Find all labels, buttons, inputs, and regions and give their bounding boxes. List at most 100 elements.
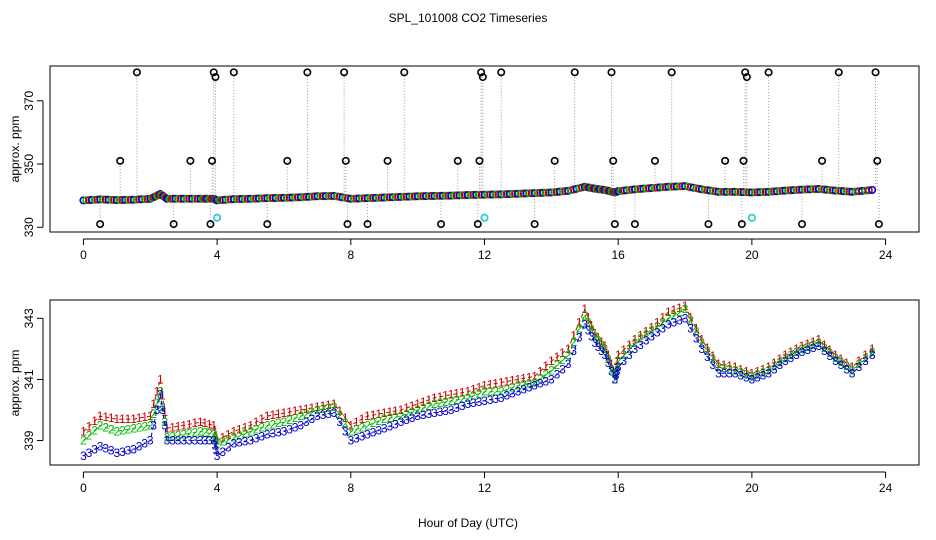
top-panel-frame xyxy=(49,65,920,233)
series-2-marker: 2 xyxy=(242,426,249,440)
series-1-marker: 1 xyxy=(843,356,850,370)
spike-point xyxy=(874,220,883,229)
calibration-point xyxy=(480,213,489,222)
series-2-marker: 2 xyxy=(554,358,561,372)
series-2-marker: 2 xyxy=(793,345,800,359)
bottom-panel-frame xyxy=(49,299,920,466)
series-2-marker: 2 xyxy=(503,383,510,397)
co2-point xyxy=(502,190,511,199)
series-3-marker: 3 xyxy=(581,317,588,331)
co2-point xyxy=(271,194,280,203)
spike-point xyxy=(400,68,409,77)
series-1-marker: 1 xyxy=(682,299,689,313)
co2-point xyxy=(162,194,171,203)
series-1-marker: 1 xyxy=(169,420,176,434)
series-2-marker: 2 xyxy=(202,425,209,439)
co2-point xyxy=(229,195,238,204)
series-1-marker: 1 xyxy=(665,305,672,319)
top-x-tick-label: 0 xyxy=(80,248,87,262)
series-1-marker: 1 xyxy=(595,331,602,345)
series-2-line xyxy=(83,308,873,445)
co2-point xyxy=(132,195,141,204)
series-3-marker: 3 xyxy=(219,445,226,459)
co2-point xyxy=(82,196,91,205)
co2-point xyxy=(410,192,419,201)
co2-point xyxy=(633,185,642,194)
series-3-marker: 3 xyxy=(498,391,505,405)
series-3-marker: 3 xyxy=(370,425,377,439)
series-3-marker: 3 xyxy=(314,409,321,423)
series-2-marker: 2 xyxy=(442,395,449,409)
series-3-marker: 3 xyxy=(448,403,455,417)
series-1-marker: 1 xyxy=(269,408,276,422)
series-3-marker: 3 xyxy=(157,388,164,402)
spike-point xyxy=(132,68,141,77)
series-3-marker: 3 xyxy=(799,345,806,359)
series-3-marker: 3 xyxy=(687,322,694,336)
series-2-marker: 2 xyxy=(492,385,499,399)
top-x-tick-label: 16 xyxy=(612,248,626,262)
co2-point xyxy=(472,190,481,199)
bottom-x-tick-label: 12 xyxy=(478,481,492,495)
co2-point xyxy=(366,194,375,203)
series-1-marker: 1 xyxy=(771,356,778,370)
spike-point xyxy=(363,220,372,229)
co2-point xyxy=(427,192,436,201)
top-x-tick-label: 8 xyxy=(347,248,354,262)
series-2-marker: 2 xyxy=(425,399,432,413)
co2-point xyxy=(123,195,132,204)
series-2-marker: 2 xyxy=(247,424,254,438)
series-1-marker: 1 xyxy=(108,411,115,425)
series-2-marker: 2 xyxy=(420,401,427,415)
series-1-marker: 1 xyxy=(398,403,405,417)
series-3-marker: 3 xyxy=(147,434,154,448)
series-1-marker: 1 xyxy=(520,371,527,385)
co2-point xyxy=(316,192,325,201)
bottom-x-tick-label: 24 xyxy=(879,481,893,495)
series-3-marker: 3 xyxy=(570,344,577,358)
series-3-marker: 3 xyxy=(347,434,354,448)
series-3-marker: 3 xyxy=(80,449,87,463)
co2-point xyxy=(477,190,486,199)
series-2-marker: 2 xyxy=(269,417,276,431)
bottom-x-tick-label: 16 xyxy=(612,481,626,495)
spike-point xyxy=(530,220,539,229)
series-3-marker: 3 xyxy=(425,407,432,421)
co2-point xyxy=(121,195,130,204)
series-3-marker: 3 xyxy=(743,370,750,384)
series-1-marker: 1 xyxy=(86,419,93,433)
series-2-marker: 2 xyxy=(869,345,876,359)
series-1-marker: 1 xyxy=(141,410,148,424)
co2-point xyxy=(190,194,199,203)
co2-point xyxy=(463,191,472,200)
co2-point xyxy=(291,193,300,202)
series-1-marker: 1 xyxy=(687,310,694,324)
series-1-marker: 1 xyxy=(342,411,349,425)
spike-point xyxy=(607,68,616,77)
series-3-marker: 3 xyxy=(665,317,672,331)
series-1-marker: 1 xyxy=(591,327,598,341)
series-3-marker: 3 xyxy=(202,434,209,448)
series-2-marker: 2 xyxy=(175,428,182,442)
series-3-marker: 3 xyxy=(612,372,619,386)
co2-point xyxy=(786,186,795,195)
series-1-marker: 1 xyxy=(743,364,750,378)
spike-point xyxy=(437,220,446,229)
series-2-marker: 2 xyxy=(509,381,516,395)
series-3-marker: 3 xyxy=(331,406,338,420)
spike-point xyxy=(737,220,746,229)
series-2-marker: 2 xyxy=(314,403,321,417)
series-3-marker: 3 xyxy=(375,423,382,437)
series-2-marker: 2 xyxy=(715,360,722,374)
co2-point xyxy=(438,191,447,200)
series-1-marker: 1 xyxy=(570,329,577,343)
co2-point xyxy=(433,191,442,200)
series-1-marker: 1 xyxy=(370,408,377,422)
series-2-marker: 2 xyxy=(164,431,171,445)
co2-point xyxy=(396,192,405,201)
co2-point xyxy=(137,195,146,204)
series-3-marker: 3 xyxy=(191,434,198,448)
co2-point xyxy=(288,193,297,202)
series-3-marker: 3 xyxy=(253,432,260,446)
